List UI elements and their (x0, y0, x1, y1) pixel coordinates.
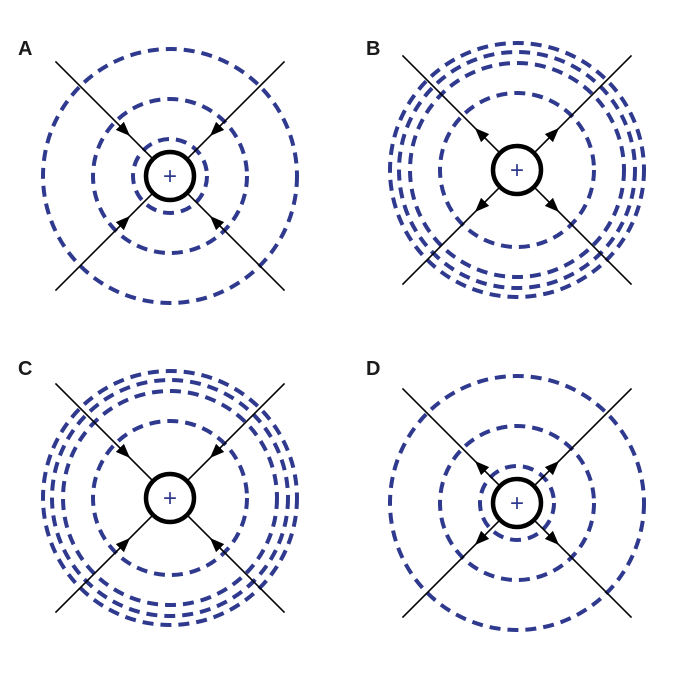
field-line (401, 387, 501, 487)
field-arrow (544, 460, 560, 476)
equipotential-circle (91, 419, 249, 577)
field-arrow (209, 537, 225, 553)
panel-a: + (41, 47, 299, 305)
field-arrow (544, 530, 560, 546)
equipotential-circle (478, 464, 556, 542)
field-arrow (474, 127, 490, 143)
field-arrow (115, 443, 131, 459)
equipotential-circle (397, 50, 637, 290)
panel-label-d: D (366, 358, 381, 380)
equipotential-circle (61, 389, 279, 607)
charge-sign: + (163, 485, 177, 512)
charge-sign: + (510, 157, 524, 184)
field-arrow (115, 121, 131, 137)
equipotential-circle (438, 91, 596, 249)
field-line (401, 519, 501, 619)
panel-label-b: B (366, 38, 381, 60)
equipotential-circle (131, 137, 209, 215)
equipotential-circle (41, 47, 299, 305)
equipotential-circle (50, 378, 290, 618)
field-line (186, 514, 286, 614)
charge-sign: + (510, 490, 524, 517)
field-arrow (544, 197, 560, 213)
equipotential-circle (41, 369, 299, 627)
field-arrow (544, 127, 560, 143)
field-arrow (209, 215, 225, 231)
field-arrow (474, 530, 490, 546)
charge-sign: + (163, 163, 177, 190)
field-line (54, 382, 154, 482)
field-line (54, 514, 154, 614)
panel-b: + (388, 41, 646, 299)
field-line (533, 387, 633, 487)
field-line (186, 60, 286, 160)
field-arrow (474, 197, 490, 213)
field-line (186, 382, 286, 482)
equipotential-circle (388, 41, 646, 299)
panel-c: + (41, 369, 299, 627)
equipotential-circle (91, 97, 249, 255)
panel-label-a: A (18, 38, 33, 60)
point-charge (490, 476, 544, 530)
panel-label-c: C (18, 358, 33, 380)
panel-d: + (388, 374, 646, 632)
field-arrow (209, 121, 225, 137)
field-line (54, 192, 154, 292)
field-arrow (115, 215, 131, 231)
equipotential-circle (438, 424, 596, 582)
point-charge (490, 143, 544, 197)
equipotential-circle (408, 61, 626, 279)
equipotential-circle (388, 374, 646, 632)
field-arrow (474, 460, 490, 476)
field-arrow (209, 443, 225, 459)
field-line (54, 60, 154, 160)
field-arrow (115, 537, 131, 553)
point-charge (143, 149, 197, 203)
field-line (186, 192, 286, 292)
field-line (533, 519, 633, 619)
point-charge (143, 471, 197, 525)
